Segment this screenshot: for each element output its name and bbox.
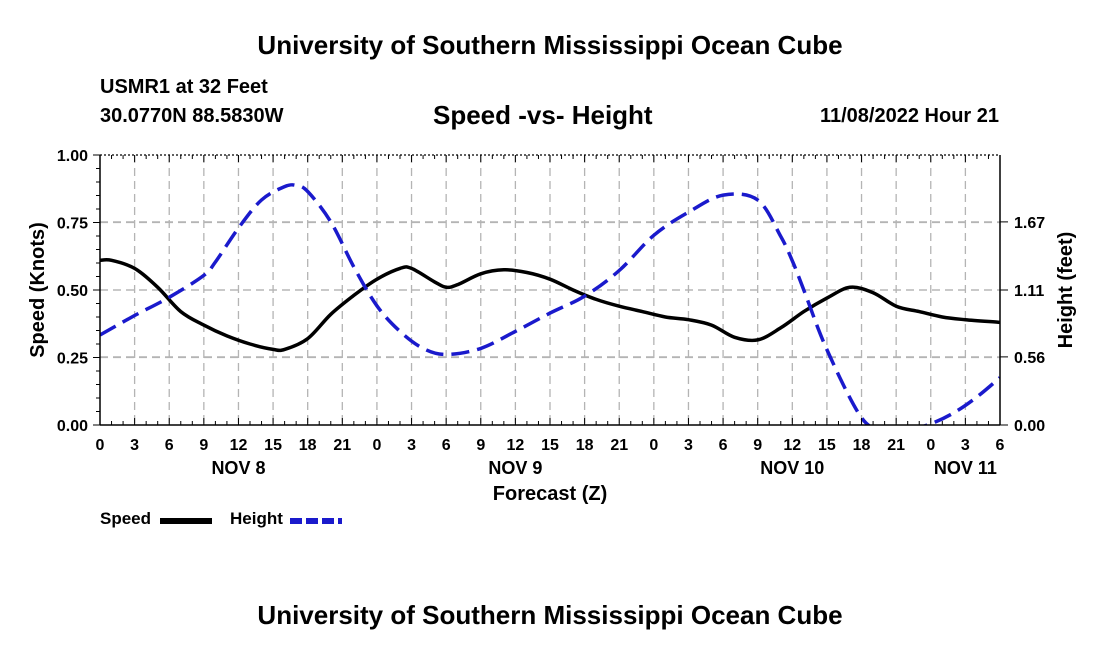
y2-tick-label: 1.67 [1014,215,1045,232]
x-tick-label: 21 [610,437,628,454]
legend-speed-line [160,518,212,524]
y2-tick-label: 0.00 [1014,418,1045,435]
x-tick-label: 15 [541,437,559,454]
x-tick-label: 0 [372,437,381,454]
x-tick-label: 21 [887,437,905,454]
x-tick-label: 18 [299,437,317,454]
day-label: NOV 10 [760,458,824,478]
y-tick-label: 0.75 [57,216,88,233]
x-tick-label: 6 [996,437,1005,454]
x-tick-label: 12 [230,437,248,454]
y2-axis-title: Height (feet) [1055,232,1077,349]
day-label: NOV 11 [934,458,997,478]
series-line-height [100,183,1000,425]
y-axis-title: Speed (Knots) [27,222,49,358]
x-tick-label: 18 [576,437,594,454]
x-tick-label: 3 [407,437,416,454]
x-tick-label: 3 [130,437,139,454]
x-tick-label: 0 [926,437,935,454]
x-axis-title: Forecast (Z) [493,483,607,505]
y2-tick-label: 0.56 [1014,350,1045,367]
page-title-bottom: University of Southern Mississippi Ocean… [257,600,843,630]
legend-speed-label: Speed [100,509,152,528]
legend-height-line [290,518,342,524]
x-tick-label: 6 [442,437,451,454]
x-tick-label: 9 [476,437,485,454]
x-tick-label: 9 [199,437,208,454]
x-tick-label: 15 [264,437,282,454]
x-tick-label: 3 [961,437,970,454]
day-label: NOV 8 [211,458,265,478]
y2-tick-label: 1.11 [1014,283,1044,300]
forecast-datetime: 11/08/2022 Hour 21 [819,105,999,127]
x-tick-label: 3 [684,437,693,454]
x-tick-label: 6 [719,437,728,454]
y-tick-label: 1.00 [57,148,88,165]
y-tick-label: 0.50 [57,283,88,300]
x-tick-label: 6 [165,437,174,454]
x-tick-label: 21 [333,437,351,454]
y-tick-label: 0.25 [57,351,88,368]
y-tick-label: 0.00 [57,418,88,435]
x-tick-label: 0 [96,437,105,454]
station-name: USMR1 at 32 Feet [100,76,268,98]
x-tick-label: 15 [818,437,836,454]
x-tick-label: 18 [853,437,871,454]
page-title-top: University of Southern Mississippi Ocean… [257,30,843,60]
x-tick-label: 0 [649,437,658,454]
legend-height-label: Height [230,509,283,528]
series-line-speed [100,257,1000,353]
x-tick-label: 12 [506,437,524,454]
day-label: NOV 9 [488,458,542,478]
x-tick-label: 12 [783,437,801,454]
x-tick-label: 9 [753,437,762,454]
station-coords: 30.0770N 88.5830W [100,105,284,127]
chart-title: Speed -vs- Height [433,100,653,130]
